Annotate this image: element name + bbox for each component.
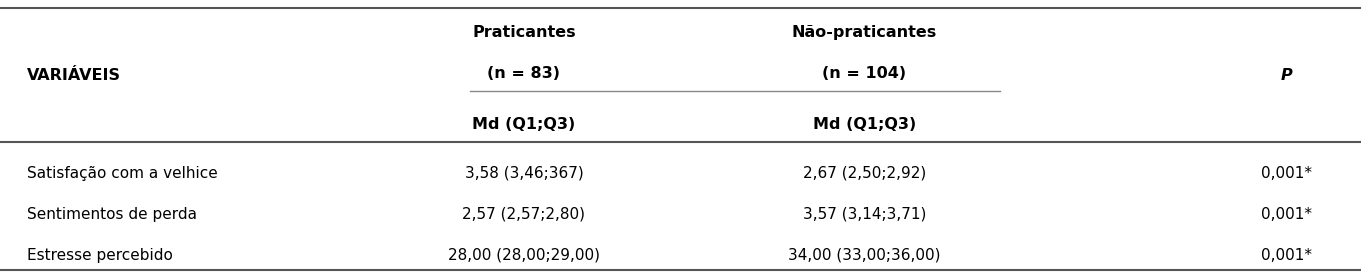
Text: 3,58 (3,46;367): 3,58 (3,46;367) <box>464 166 584 181</box>
Text: 28,00 (28,00;29,00): 28,00 (28,00;29,00) <box>448 248 600 263</box>
Text: 34,00 (33,00;36,00): 34,00 (33,00;36,00) <box>788 248 940 263</box>
Text: 2,57 (2,57;2,80): 2,57 (2,57;2,80) <box>463 207 585 222</box>
Text: VARIÁVEIS: VARIÁVEIS <box>27 68 121 82</box>
Text: (n = 83): (n = 83) <box>487 66 561 81</box>
Text: Estresse percebido: Estresse percebido <box>27 248 173 263</box>
Text: 2,67 (2,50;2,92): 2,67 (2,50;2,92) <box>803 166 925 181</box>
Text: 0,001*: 0,001* <box>1260 166 1312 181</box>
Text: Praticantes: Praticantes <box>472 25 576 40</box>
Text: P: P <box>1281 68 1292 82</box>
Text: Md (Q1;Q3): Md (Q1;Q3) <box>472 117 576 132</box>
Text: 0,001*: 0,001* <box>1260 207 1312 222</box>
Text: Não-praticantes: Não-praticantes <box>792 25 936 40</box>
Text: Satisfação com a velhice: Satisfação com a velhice <box>27 166 218 181</box>
Text: Sentimentos de perda: Sentimentos de perda <box>27 207 197 222</box>
Text: Md (Q1;Q3): Md (Q1;Q3) <box>813 117 916 132</box>
Text: 3,57 (3,14;3,71): 3,57 (3,14;3,71) <box>803 207 925 222</box>
Text: 0,001*: 0,001* <box>1260 248 1312 263</box>
Text: (n = 104): (n = 104) <box>822 66 906 81</box>
